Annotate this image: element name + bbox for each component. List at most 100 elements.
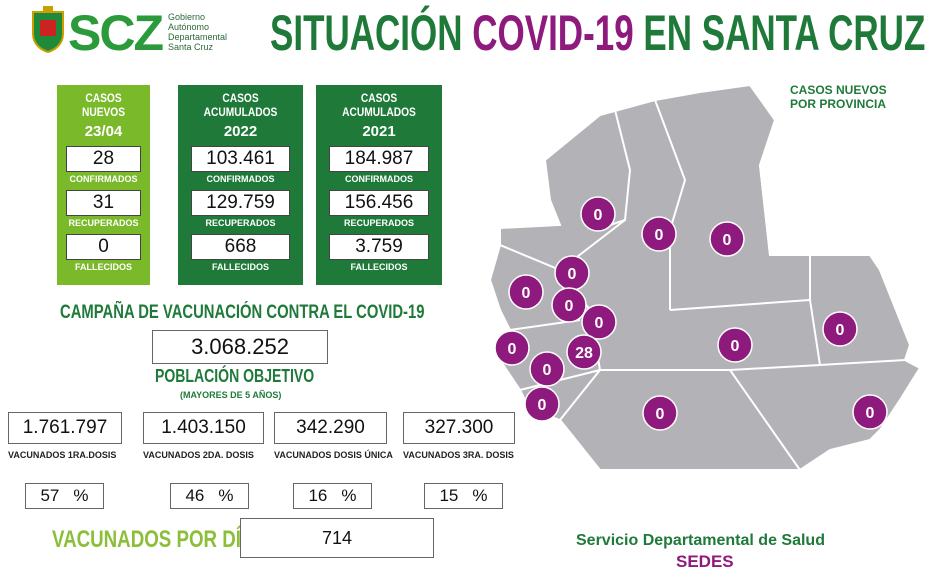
dose-value: 1.403.150 [143,412,264,444]
province-marker [566,334,602,370]
case-card: CASOS NUEVOS 23/04 28 CONFIRMADOS 31 RECUPERA… [57,85,150,285]
province-marker [852,394,888,430]
dose-label: VACUNADOS 1RA.DOSIS [8,450,117,460]
province-marker [529,351,565,387]
province-value: 0 [595,315,604,332]
percent-sign: % [73,486,89,505]
province-value: 0 [538,397,547,414]
province-value: 0 [723,232,732,249]
card-label: RECUPERADOS [343,218,414,228]
dose-value: 327.300 [403,412,515,444]
dose-percent-box: 46% [170,483,249,509]
card-label: RECUPERADOS [68,218,139,228]
dose-label: VACUNADOS 3RA. DOSIS [403,450,514,460]
percent-sign: % [341,486,357,505]
province-marker [494,330,530,366]
per-day-value: 714 [240,518,434,558]
gov-line: Santa Cruz [168,42,214,52]
card-label: RECUPERADOS [205,218,276,228]
shield-logo [32,6,64,54]
case-card: CASOS ACUMULADOS 2021 184.987 CONFIRMADOS 15… [316,85,442,285]
dose-percent-box: 16% [293,483,372,509]
card-value: 103.461 [190,146,291,172]
title-part: EN SANTA CRUZ [633,5,926,61]
card-label: FALLECIDOS [74,262,132,272]
percent-sign: % [472,486,488,505]
footer-line2: SEDES [676,552,734,571]
province-value: 28 [575,345,593,362]
card-value: 668 [190,234,291,260]
card-value: 3.759 [328,234,430,260]
dose-value: 1.761.797 [8,412,122,444]
card-label: CONFIRMADOS [206,174,275,184]
map-title-line: CASOS NUEVOS [790,83,887,97]
province-value: 0 [866,405,875,422]
dose-percent: 15 [439,486,459,505]
card-subtitle: 23/04 [84,123,123,140]
province-value: 0 [594,207,603,224]
target-note: (MAYORES DE 5 AÑOS) [180,390,282,400]
vaccination-title: CAMPAÑA DE VACUNACIÓN CONTRA EL COVID-19 [60,302,425,323]
province-value: 0 [731,338,740,355]
province-value: 0 [543,362,552,379]
province-value: 0 [836,322,845,339]
dose-percent-box: 57% [25,483,104,509]
map-title: CASOS NUEVOS POR PROVINCIA [790,83,887,111]
title-part: SITUACIÓN [270,5,473,61]
dose-value: 342.290 [274,412,387,444]
dose-percent: 46 [185,486,205,505]
dose-percent: 57 [40,486,60,505]
card-subtitle: 2022 [223,123,258,140]
dose-label: VACUNADOS 2DA. DOSIS [143,450,254,460]
province-marker [508,274,544,310]
province-marker [581,304,617,340]
target-label: POBLACIÓN OBJETIVO [155,366,315,386]
province-value: 0 [656,406,665,423]
case-card: CASOS ACUMULADOS 2022 103.461 CONFIRMADOS 12… [178,85,303,285]
card-label: CONFIRMADOS [69,174,138,184]
card-label: FALLECIDOS [350,262,408,272]
province-marker [524,386,560,422]
card-subtitle: 2021 [362,123,396,140]
card-label: CONFIRMADOS [345,174,413,184]
province-marker [642,395,678,431]
card-value: 129.759 [190,190,291,216]
logo-text: SCZ [68,5,164,61]
card-title: CASOS NUEVOS [81,91,126,119]
province-value: 0 [508,341,517,358]
card-label: FALLECIDOS [211,262,269,272]
gov-line: Gobierno [168,12,206,22]
card-value: 28 [66,146,141,172]
target-value: 3.068.252 [152,330,328,364]
card-value: 184.987 [328,146,430,172]
province-value: 0 [568,266,577,283]
per-day-label: VACUNADOS POR DÍA [52,526,255,553]
card-value: 156.456 [328,190,430,216]
gov-name: Gobierno Autónomo Departamental Santa Cruz [168,12,227,52]
footer-line1: Servicio Departamental de Salud [576,532,825,549]
province-value: 0 [655,227,664,244]
province-marker [641,216,677,252]
percent-sign: % [218,486,234,505]
gov-line: Departamental [168,32,228,42]
province-value: 0 [522,285,531,302]
map-title-line: POR PROVINCIA [790,97,887,111]
dose-percent-box: 15% [424,483,503,509]
dose-percent: 16 [308,486,328,505]
card-title: CASOS ACUMULADOS [342,91,416,119]
province-marker [717,327,753,363]
title-highlight: COVID-19 [472,5,634,61]
card-value: 0 [66,234,141,260]
card-value: 31 [66,190,141,216]
province-marker [580,196,616,232]
card-title: CASOS ACUMULADOS [203,91,278,119]
province-marker [551,287,587,323]
gov-line: Autónomo [168,22,210,32]
province-marker [709,221,745,257]
province-value: 0 [565,298,574,315]
title: SITUACIÓN COVID-19 EN SANTA CRUZ [270,4,925,62]
province-marker [822,311,858,347]
dose-label: VACUNADOS DOSIS ÚNICA [274,450,393,460]
